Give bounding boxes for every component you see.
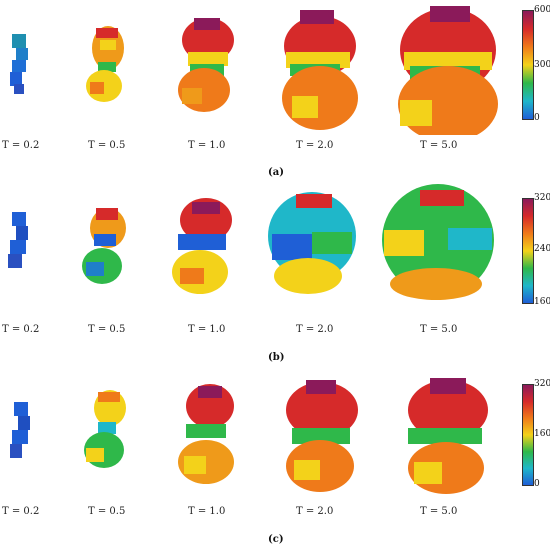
shape-c-2 — [84, 390, 126, 468]
panel-b-shapes — [8, 184, 494, 300]
colorbar-a — [522, 10, 534, 120]
shape-c-3 — [178, 384, 234, 484]
shape-a-2 — [86, 26, 124, 102]
label-b-4: T = 2.0 — [296, 324, 334, 335]
shape-b-3 — [172, 198, 232, 294]
label-b-2: T = 0.5 — [88, 324, 126, 335]
shape-b-4 — [268, 192, 356, 294]
colorbar-a-tick-mid: 300 — [534, 60, 550, 70]
panel-c: 320 160 0 T = 0.2 T = 0.5 T = 1.0 T = 2.… — [0, 370, 550, 549]
label-b-1: T = 0.2 — [2, 324, 40, 335]
colorbar-b — [522, 198, 534, 304]
shape-a-1 — [10, 34, 28, 94]
shape-b-5 — [382, 184, 494, 300]
shape-a-5 — [398, 6, 498, 135]
colorbar-b-tick-top: 320 — [534, 193, 550, 203]
colorbar-b-tick-mid: 240 — [534, 244, 550, 254]
label-a-4: T = 2.0 — [296, 140, 334, 151]
label-a-3: T = 1.0 — [188, 140, 226, 151]
label-a-5: T = 5.0 — [420, 140, 458, 151]
shape-c-5 — [408, 378, 488, 494]
shape-a-4 — [282, 10, 358, 130]
label-c-3: T = 1.0 — [188, 506, 226, 517]
label-b-5: T = 5.0 — [420, 324, 458, 335]
panel-c-shapes — [10, 378, 488, 494]
shape-b-2 — [82, 208, 126, 284]
label-c-4: T = 2.0 — [296, 506, 334, 517]
shape-c-1 — [10, 402, 30, 458]
label-a-2: T = 0.5 — [88, 140, 126, 151]
caption-c: (c) — [268, 534, 284, 545]
colorbar-c-tick-bot: 0 — [534, 479, 540, 489]
colorbar-c-tick-mid: 160 — [534, 429, 550, 439]
label-c-5: T = 5.0 — [420, 506, 458, 517]
label-c-1: T = 0.2 — [2, 506, 40, 517]
label-a-1: T = 0.2 — [2, 140, 40, 151]
label-b-3: T = 1.0 — [188, 324, 226, 335]
panel-a-shapes — [10, 6, 498, 135]
caption-b: (b) — [268, 352, 285, 363]
caption-a: (a) — [268, 167, 284, 178]
colorbar-c — [522, 384, 534, 486]
colorbar-c-tick-top: 320 — [534, 379, 550, 389]
colorbar-a-tick-top: 600 — [534, 5, 550, 15]
label-c-2: T = 0.5 — [88, 506, 126, 517]
shape-a-3 — [178, 18, 234, 112]
colorbar-a-tick-bot: 0 — [534, 113, 540, 123]
shape-b-1 — [8, 212, 28, 268]
colorbar-b-tick-bot: 160 — [534, 297, 550, 307]
shape-c-4 — [286, 380, 358, 492]
panel-a: 600 300 0 T = 0.2 T = 0.5 T = 1.0 T = 2.… — [0, 0, 550, 180]
panel-b: 320 240 160 T = 0.2 T = 0.5 T = 1.0 T = … — [0, 180, 550, 363]
